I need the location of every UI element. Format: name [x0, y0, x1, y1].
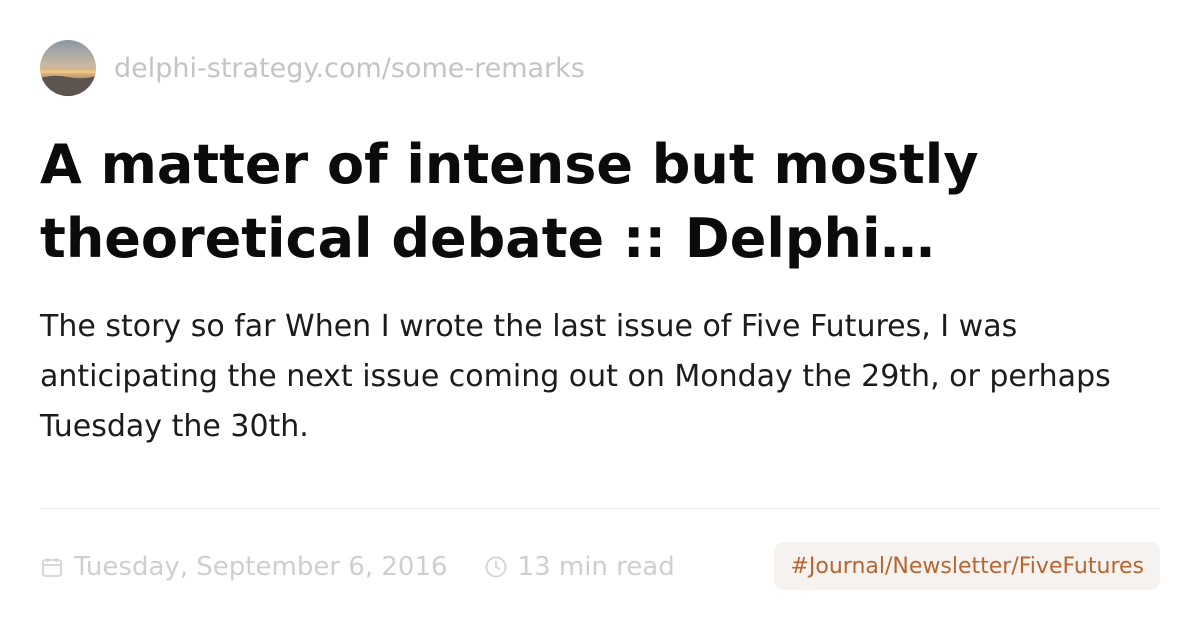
tag-badge[interactable]: #Journal/Newsletter/FiveFutures: [774, 542, 1160, 590]
site-header: delphi-strategy.com/some-remarks: [40, 40, 585, 96]
landscape-sunset-avatar-image: [40, 40, 96, 96]
article-description: The story so far When I wrote the last i…: [40, 309, 1111, 444]
calendar-icon: [42, 558, 62, 577]
publish-date-text: Tuesday, September 6, 2016: [74, 552, 448, 582]
site-avatar: [40, 40, 96, 96]
read-time: 13 min read: [484, 552, 675, 582]
article-meta: Tuesday, September 6, 2016 13 min read: [40, 544, 675, 590]
divider: [40, 508, 1160, 509]
clock-icon: [485, 556, 506, 578]
article-title[interactable]: A matter of intense but mostly theoretic…: [40, 133, 979, 270]
publish-date: Tuesday, September 6, 2016: [40, 552, 448, 582]
read-time-text: 13 min read: [517, 552, 675, 582]
site-url[interactable]: delphi-strategy.com/some-remarks: [114, 52, 585, 84]
